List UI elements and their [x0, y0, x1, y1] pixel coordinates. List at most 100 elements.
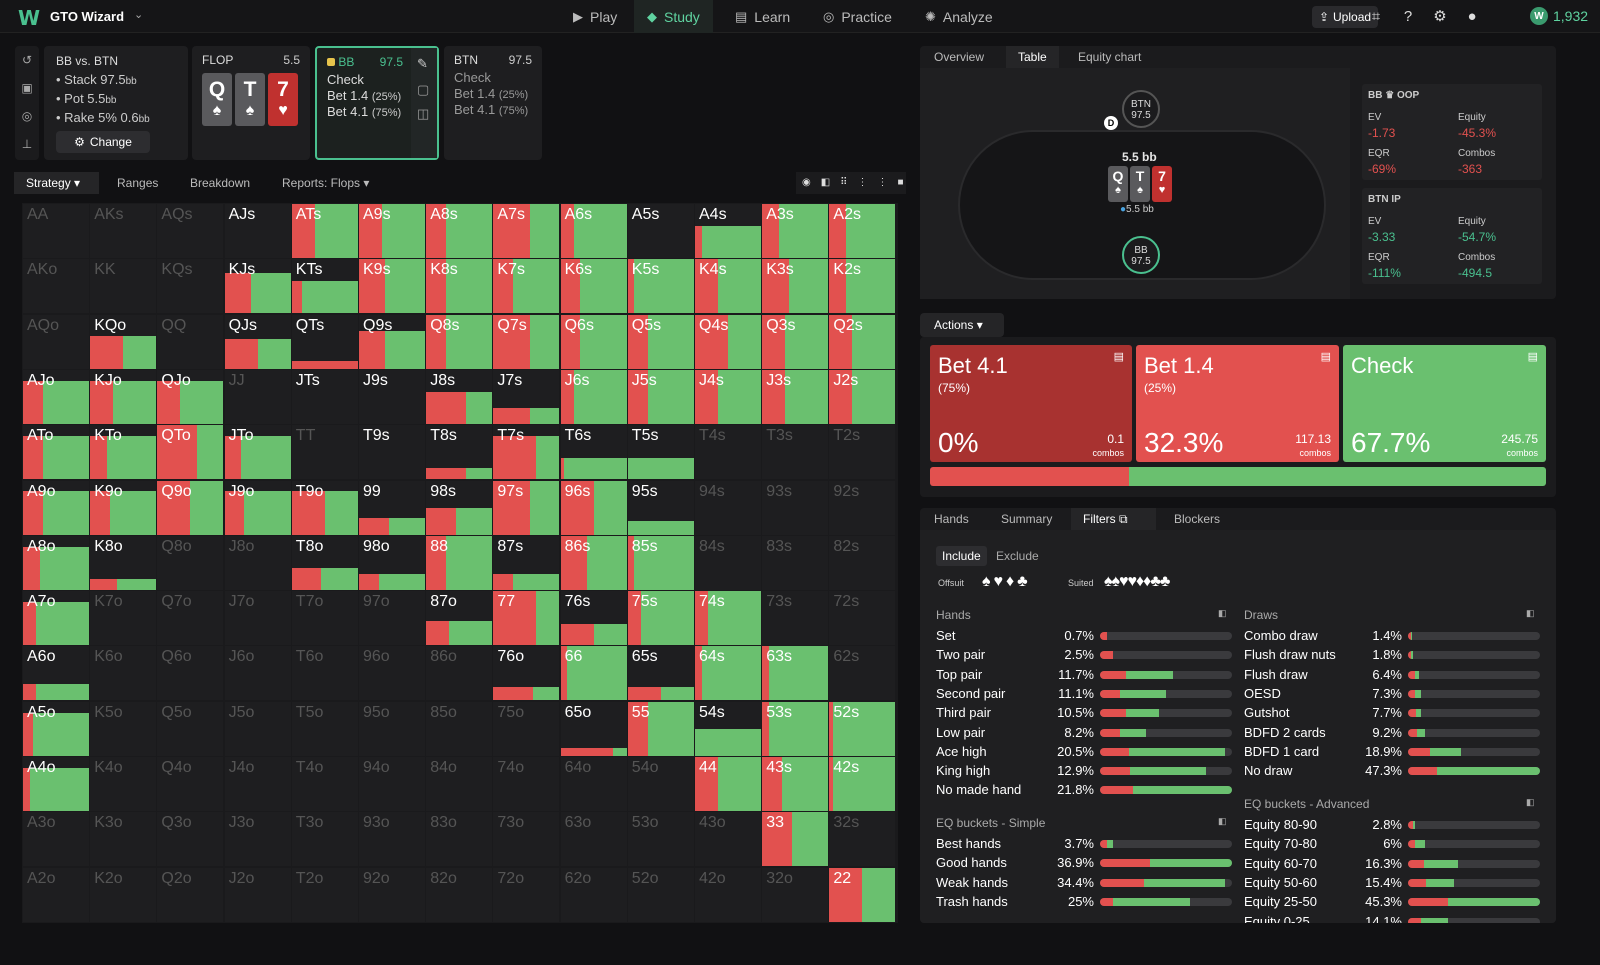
hand-cell[interactable]: T6s [560, 425, 627, 480]
hand-cell[interactable]: ATo [23, 425, 89, 480]
hand-cell[interactable]: K9o [90, 480, 157, 535]
hand-cell[interactable]: 55 [627, 701, 694, 756]
hand-cell[interactable]: A6s [560, 204, 627, 258]
eq-advanced-row[interactable]: Equity 80-90 2.8% [1244, 817, 1544, 835]
hand-cell[interactable]: AA [23, 204, 89, 258]
eq-advanced-row[interactable]: Equity 60-70 16.3% [1244, 856, 1544, 874]
hand-cell[interactable]: 76s [560, 591, 627, 646]
hand-cell[interactable]: QJo [157, 369, 224, 424]
hand-cell[interactable]: 74o [493, 757, 560, 811]
hand-cell[interactable]: 43o [695, 812, 761, 867]
hand-cell[interactable]: 96s [560, 480, 627, 535]
hand-cell[interactable]: Q8o [157, 535, 224, 590]
hand-cell[interactable]: A6o [23, 646, 89, 701]
action-box-bet-small[interactable]: Bet 1.4 (25%) 32.3% 117.13 combos ▤ [1136, 345, 1339, 462]
hand-cell[interactable]: 86o [426, 646, 493, 701]
hand-cell[interactable]: J9o [224, 480, 291, 535]
hand-cell[interactable]: K4o [90, 757, 157, 811]
btn-action-card[interactable]: BTN 97.5 Check Bet 1.4 (25%) Bet 4.1 (75… [444, 46, 542, 160]
hand-cell[interactable]: A3o [23, 812, 89, 867]
split-icon[interactable]: ◫ [417, 106, 430, 121]
hand-cell[interactable]: J2s [829, 369, 896, 424]
nav-learn[interactable]: ▤ Learn [722, 0, 803, 33]
hand-cell[interactable]: AKo [23, 259, 89, 314]
hand-cell[interactable]: 98s [426, 480, 493, 535]
action-box-check[interactable]: Check 67.7% 245.75 combos ▤ [1343, 345, 1546, 462]
hand-cell[interactable]: K3o [90, 812, 157, 867]
hand-cell[interactable]: A5o [23, 701, 89, 756]
tab-equity-chart[interactable]: Equity chart [1078, 50, 1142, 64]
hand-cell[interactable]: T2s [829, 425, 896, 480]
hand-cell[interactable]: 63o [560, 812, 627, 867]
include-toggle[interactable]: Include [936, 546, 987, 566]
hand-cell[interactable]: A2s [829, 204, 896, 258]
hand-cell[interactable]: Q4o [157, 757, 224, 811]
btn-action-bet-small[interactable]: Bet 1.4 (25%) [454, 86, 528, 101]
hand-cell[interactable]: 83s [762, 535, 829, 590]
hand-cell[interactable]: K2s [829, 259, 896, 314]
hand-cell[interactable]: AQo [23, 314, 89, 369]
hand-cell[interactable]: 87o [426, 591, 493, 646]
hand-cell[interactable]: 22 [829, 867, 896, 922]
hand-cell[interactable]: T3o [291, 812, 358, 867]
bb-action-card[interactable]: BB 97.5 Check Bet 1.4 (25%) Bet 4.1 (75%… [315, 46, 439, 160]
help-icon[interactable]: ? [1403, 8, 1413, 25]
hand-cell[interactable]: A9o [23, 480, 89, 535]
coins-balance[interactable]: W 1,932 [1530, 7, 1588, 25]
hand-cell[interactable]: Q8s [426, 314, 493, 369]
hand-cell[interactable]: 62s [829, 646, 896, 701]
nav-practice[interactable]: ◎ Practice [810, 0, 905, 33]
hands-row[interactable]: Top pair 11.7% [936, 667, 1236, 685]
hand-cell[interactable]: 84o [426, 757, 493, 811]
btn-action-bet-big[interactable]: Bet 4.1 (75%) [454, 102, 528, 117]
hand-cell[interactable]: 85s [627, 535, 694, 590]
draws-row[interactable]: Flush draw nuts 1.8% [1244, 647, 1544, 665]
collapse-icon[interactable]: ◧ [1526, 797, 1535, 807]
eq-advanced-row[interactable]: Equity 50-60 15.4% [1244, 875, 1544, 893]
action-box-bet-big[interactable]: Bet 4.1 (75%) 0% 0.1 combos ▤ [930, 345, 1132, 462]
hand-cell[interactable]: 99 [359, 480, 425, 535]
draws-row[interactable]: Flush draw 6.4% [1244, 667, 1544, 685]
hands-row[interactable]: Two pair 2.5% [936, 647, 1236, 665]
hand-cell[interactable]: ATs [291, 204, 358, 258]
exclude-toggle[interactable]: Exclude [996, 549, 1039, 563]
hand-cell[interactable]: K5s [627, 259, 694, 314]
hand-cell[interactable]: J4s [695, 369, 761, 424]
hands-row[interactable]: Ace high 20.5% [936, 744, 1236, 762]
hand-cell[interactable]: Q9o [157, 480, 224, 535]
hand-cell[interactable]: QTs [291, 314, 358, 369]
draws-row[interactable]: BDFD 2 cards 9.2% [1244, 725, 1544, 743]
bb-action-check[interactable]: Check [327, 72, 364, 87]
hand-cell[interactable]: Q2s [829, 314, 896, 369]
suited-suits-icons[interactable]: ♠♠♥♥♦♦♣♣ [1104, 573, 1170, 590]
hand-cell[interactable]: TT [291, 425, 358, 480]
hand-cell[interactable]: 72s [829, 591, 896, 646]
note-icon[interactable]: ▤ [1527, 351, 1538, 363]
hand-cell[interactable]: QJs [224, 314, 291, 369]
hand-cell[interactable]: K8s [426, 259, 493, 314]
eq-simple-row[interactable]: Trash hands 25% [936, 894, 1236, 912]
draws-row[interactable]: BDFD 1 card 18.9% [1244, 744, 1544, 762]
hand-cell[interactable]: T6o [291, 646, 358, 701]
hand-cell[interactable]: K8o [90, 535, 157, 590]
hand-cell[interactable]: A8s [426, 204, 493, 258]
hand-cell[interactable]: 64s [695, 646, 761, 701]
note-icon[interactable]: ▤ [1320, 351, 1331, 363]
hands-row[interactable]: Second pair 11.1% [936, 686, 1236, 704]
hand-cell[interactable]: K5o [90, 701, 157, 756]
hand-cell[interactable]: 88 [426, 535, 493, 590]
hand-cell[interactable]: 54o [627, 757, 694, 811]
hand-cell[interactable]: 77 [493, 591, 560, 646]
hand-cell[interactable]: 33 [762, 812, 829, 867]
eq-advanced-row[interactable]: Equity 25-50 45.3% [1244, 894, 1544, 912]
logo-icon[interactable]: W [18, 6, 41, 30]
hand-cell[interactable]: 53o [627, 812, 694, 867]
hand-cell[interactable]: 64o [560, 757, 627, 811]
hand-cell[interactable]: K6s [560, 259, 627, 314]
hand-cell[interactable]: T5s [627, 425, 694, 480]
hand-cell[interactable]: J8s [426, 369, 493, 424]
change-button[interactable]: ⚙ Change [56, 131, 150, 153]
eq-simple-row[interactable]: Good hands 36.9% [936, 855, 1236, 873]
flop-card[interactable]: FLOP 5.5 Q ♠ T ♠ 7 ♥ [192, 46, 310, 160]
note-icon[interactable]: ▤ [1113, 351, 1124, 363]
